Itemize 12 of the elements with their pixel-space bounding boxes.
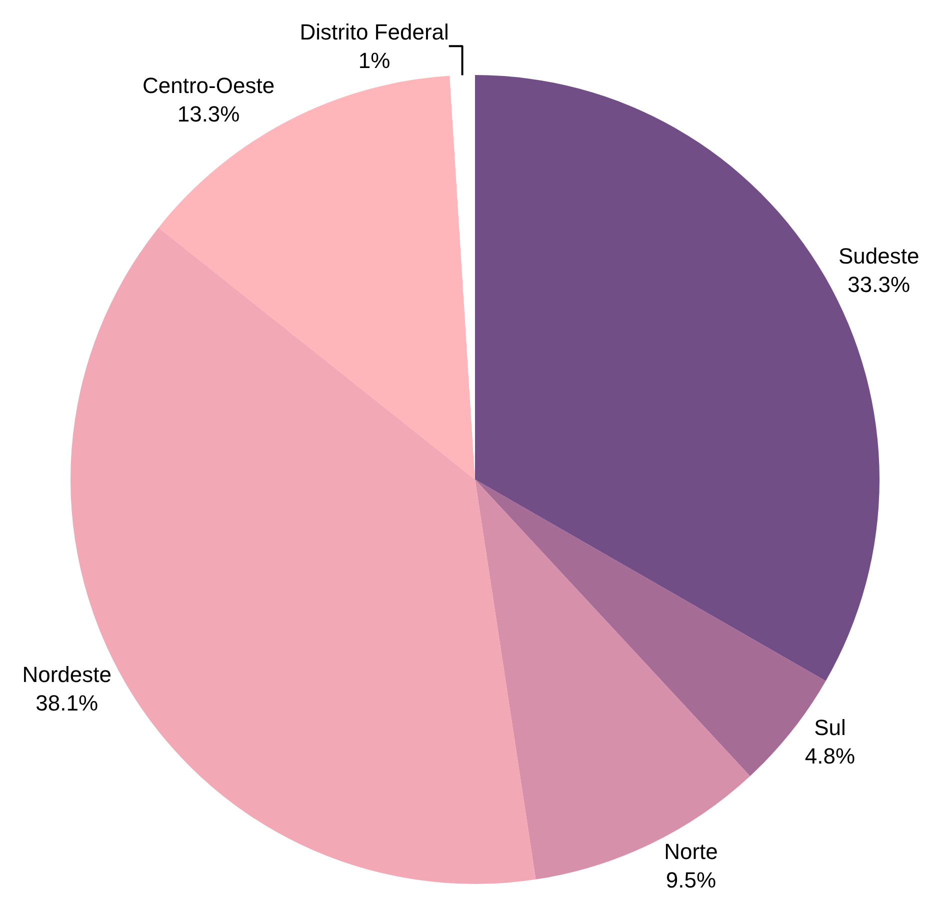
data-label: 9.5% (666, 867, 716, 892)
data-label: 1% (358, 48, 390, 73)
data-label: 4.8% (804, 744, 856, 769)
slice-label: Sul (814, 715, 846, 740)
slice-label: Distrito Federal (300, 19, 449, 44)
slice-label: Centro-Oeste (142, 72, 275, 98)
data-label: 33.3% (848, 272, 910, 297)
slice-label: Sudeste (838, 243, 920, 268)
data-label: 13.3% (177, 102, 240, 127)
slice-label: Norte (664, 838, 718, 864)
slice-label: Nordeste (22, 662, 112, 688)
data-label: 38.1% (36, 690, 98, 716)
